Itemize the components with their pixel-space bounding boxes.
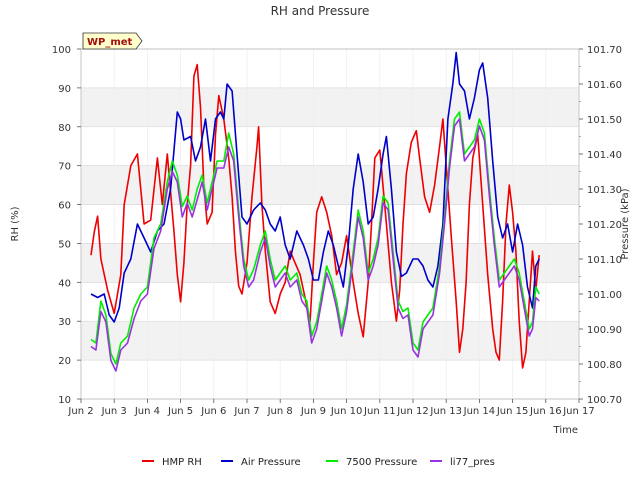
series-line-li77-pres: [90, 118, 540, 372]
series-line-7500-pressure: [90, 111, 540, 365]
y-tick-label: 90: [58, 84, 71, 95]
x-tick-label: Jun 3: [101, 406, 127, 417]
legend: HMP RH Air Pressure 7500 Pressure li77_pres: [142, 457, 495, 468]
y-tick-label: 60: [58, 201, 71, 212]
background-band: [81, 87, 579, 127]
x-tick-label: Jun 17: [562, 406, 595, 417]
y-tick-label: 80: [58, 123, 71, 134]
axis-ticks: Jun 2 Jun 3 Jun 4 Jun 5 Jun 6 Jun 7 Jun 8 Jun 9…: [52, 45, 622, 417]
y-tick-label: 40: [58, 278, 71, 289]
x-tick-label: Jun 14: [463, 406, 496, 417]
x-tick-label: Jun 6: [200, 406, 226, 417]
series-layer: [90, 51, 540, 372]
x-tick-label: Jun 15: [496, 406, 529, 417]
y-tick-label: 100: [52, 45, 71, 56]
series-line-air-pressure: [90, 51, 540, 323]
legend-label: HMP RH: [162, 457, 202, 468]
y2-tick-label: 101.50: [587, 115, 622, 126]
x-tick-label: Jun 12: [396, 406, 429, 417]
x-tick-label: Jun 7: [233, 406, 259, 417]
y2-tick-label: 101.00: [587, 290, 622, 301]
x-tick-label: Jun 8: [267, 406, 293, 417]
legend-label: 7500 Pressure: [346, 457, 417, 468]
y2-tick-label: 101.30: [587, 185, 622, 196]
y-tick-label: 70: [58, 162, 71, 173]
legend-label: Air Pressure: [241, 457, 301, 468]
chart-title: RH and Pressure: [271, 4, 370, 18]
y2-tick-label: 101.10: [587, 255, 622, 266]
x-tick-label: Jun 5: [167, 406, 193, 417]
x-tick-label: Jun 4: [134, 406, 160, 417]
y2-tick-label: 101.70: [587, 45, 622, 56]
x-tick-label: Jun 16: [529, 406, 562, 417]
legend-label: li77_pres: [450, 457, 495, 468]
background-band: [81, 321, 579, 361]
x-tick-label: Jun 9: [300, 406, 326, 417]
y2-tick-label: 101.60: [587, 80, 622, 91]
y2-tick-label: 100.80: [587, 360, 622, 371]
y2-tick-label: 100.70: [587, 395, 622, 406]
y2-tick-label: 100.90: [587, 325, 622, 336]
badge-label: WP_met: [87, 37, 133, 48]
x-axis-title: Time: [553, 425, 578, 436]
y-axis-title: RH (%): [10, 206, 21, 241]
y-tick-label: 10: [58, 395, 71, 406]
y-tick-label: 20: [58, 356, 71, 367]
y2-axis-title: Pressure (kPa): [620, 188, 631, 259]
y-tick-label: 30: [58, 317, 71, 328]
x-tick-label: Jun 2: [67, 406, 93, 417]
y2-tick-label: 101.20: [587, 220, 622, 231]
x-tick-label: Jun 11: [363, 406, 396, 417]
x-tick-label: Jun 13: [429, 406, 462, 417]
y-tick-label: 50: [58, 239, 71, 250]
x-tick-label: Jun 10: [330, 406, 363, 417]
y2-tick-label: 101.40: [587, 150, 622, 161]
badge: WP_met: [82, 32, 143, 50]
